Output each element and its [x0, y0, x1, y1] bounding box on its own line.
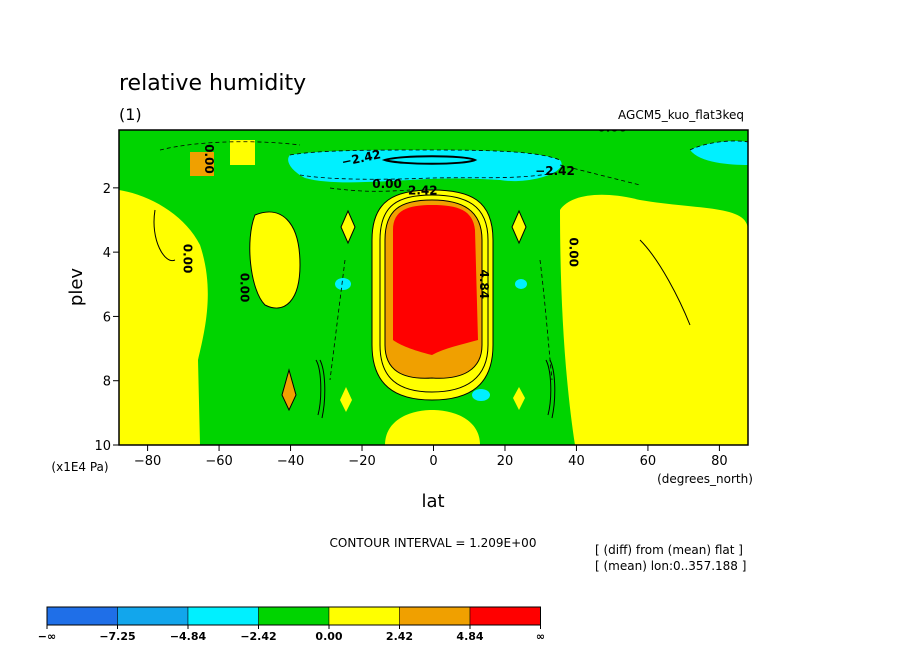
negative-region-upper-right: [690, 140, 748, 165]
x-tick-label: −20: [348, 454, 375, 469]
colorbar-swatch: [399, 606, 471, 626]
colorbar-frame: [46, 606, 541, 626]
y-tick-label: 4: [103, 246, 111, 261]
colorbar-label: −2.42: [240, 630, 276, 643]
positive-region-south: [119, 190, 208, 445]
colorbar-swatch: [328, 606, 400, 626]
positive-patch-top-left: [230, 140, 255, 165]
y-tick-label: 10: [94, 439, 111, 454]
diamond-feature-4: [340, 387, 352, 412]
x-tick-label: −40: [277, 454, 304, 469]
colorbar-label: −7.25: [99, 630, 135, 643]
dashed-contours: [159, 140, 748, 381]
x-axis-unit: (degrees_north): [657, 472, 753, 486]
orange-patch-top-left: [190, 152, 214, 176]
contour-label: 4.84: [477, 269, 491, 299]
x-tick-label: −80: [134, 454, 161, 469]
contour-label: 0.00: [566, 237, 580, 267]
colorbar-swatch: [187, 606, 259, 626]
contour-label: 0.00: [372, 177, 402, 191]
contour-label: 0.00: [202, 144, 216, 174]
colorbar-swatch: [258, 606, 330, 626]
striped-minima: [315, 359, 556, 419]
x-axis-label: lat: [421, 491, 444, 512]
positive-region-south-inner: [249, 212, 300, 309]
positive-region-bottom-center: [385, 410, 480, 445]
colorbar-label: −∞: [38, 630, 56, 643]
contour-interval: CONTOUR INTERVAL = 1.209E+00: [330, 536, 537, 550]
y-axis-ticks: 2 4 6 8 10: [94, 182, 119, 454]
chart-subtitle: (1): [119, 105, 142, 124]
y-tick-label: 2: [103, 182, 111, 197]
colorbar-swatch: [117, 606, 189, 626]
run-name: AGCM5_kuo_flat3keq: [618, 108, 744, 122]
contour-label: −2.42: [535, 164, 575, 178]
colorbar-label: 0.00: [315, 630, 342, 643]
negative-region-upper-center: [288, 150, 562, 183]
colorbar-label: 4.84: [456, 630, 483, 643]
diamond-feature-1: [340, 209, 356, 245]
colorbar: −∞ −7.25 −4.84 −2.42 0.00 2.42 4.84 ∞: [38, 606, 545, 643]
colorbar-label: ∞: [536, 630, 545, 643]
colorbar-swatch: [46, 606, 118, 626]
y-axis-unit: (x1E4 Pa): [51, 460, 108, 474]
negative-patch-b: [472, 389, 490, 401]
x-tick-label: 20: [497, 454, 514, 469]
y-tick-label: 8: [103, 375, 111, 390]
positive-region-north: [560, 194, 748, 445]
negative-patch-a: [335, 278, 351, 290]
colorbar-label: −4.84: [170, 630, 207, 643]
x-tick-label: 40: [568, 454, 585, 469]
note-mean: [ (mean) lon:0..357.188 ]: [595, 559, 746, 573]
x-tick-label: −60: [205, 454, 232, 469]
x-tick-label: 60: [640, 454, 657, 469]
contour-label: 0.00: [238, 273, 252, 303]
diamond-feature-2: [511, 209, 527, 245]
plot-area: 0.000.00−2.42−2.420.00 2.420.000.00 4.840.…: [119, 121, 748, 445]
negative-patch-c: [515, 279, 527, 289]
diamond-feature-3: [281, 368, 297, 412]
colorbar-swatch: [469, 606, 541, 626]
central-maximum-red: [393, 205, 478, 355]
x-tick-label: 0: [429, 454, 437, 469]
y-axis-label: plev: [66, 268, 87, 307]
contour-lines: [153, 155, 691, 401]
diamond-feature-5: [513, 387, 525, 410]
x-axis-ticks: −80 −60 −40 −20 0 20 40 60 80: [134, 445, 728, 469]
contour-label: 0.00: [597, 121, 627, 135]
chart-title: relative humidity: [119, 71, 306, 96]
y-tick-label: 6: [103, 310, 111, 325]
colorbar-label: 2.42: [386, 630, 413, 643]
x-tick-label: 80: [711, 454, 728, 469]
note-diff: [ (diff) from (mean) flat ]: [595, 543, 743, 557]
contour-label: 2.42: [408, 183, 438, 197]
contour-label: 0.00: [180, 244, 194, 274]
